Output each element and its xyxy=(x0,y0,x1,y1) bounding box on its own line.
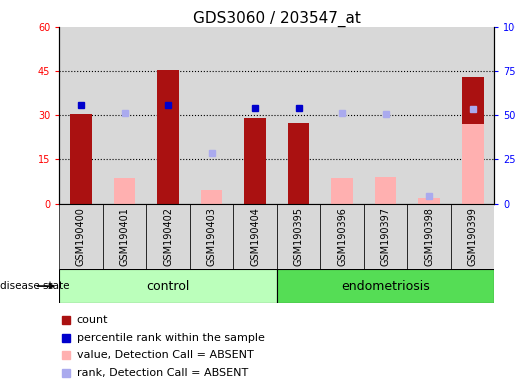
Title: GDS3060 / 203547_at: GDS3060 / 203547_at xyxy=(193,11,360,27)
Bar xyxy=(157,70,179,204)
Text: endometriosis: endometriosis xyxy=(341,280,430,293)
Bar xyxy=(331,179,353,204)
FancyBboxPatch shape xyxy=(59,269,277,303)
Text: rank, Detection Call = ABSENT: rank, Detection Call = ABSENT xyxy=(77,368,248,378)
Bar xyxy=(407,27,451,204)
FancyBboxPatch shape xyxy=(277,269,494,303)
FancyBboxPatch shape xyxy=(320,204,364,269)
Text: control: control xyxy=(146,280,190,293)
Bar xyxy=(364,27,407,204)
Text: GSM190397: GSM190397 xyxy=(381,207,390,266)
Bar xyxy=(451,27,494,204)
Bar xyxy=(288,122,310,204)
Text: GSM190400: GSM190400 xyxy=(76,207,86,266)
Text: percentile rank within the sample: percentile rank within the sample xyxy=(77,333,265,343)
Bar xyxy=(114,179,135,204)
Bar xyxy=(70,114,92,204)
Text: GSM190399: GSM190399 xyxy=(468,207,477,266)
Bar xyxy=(201,190,222,204)
FancyBboxPatch shape xyxy=(277,204,320,269)
Text: GSM190404: GSM190404 xyxy=(250,207,260,266)
Bar xyxy=(59,27,102,204)
Text: GSM190402: GSM190402 xyxy=(163,207,173,266)
FancyBboxPatch shape xyxy=(146,204,190,269)
FancyBboxPatch shape xyxy=(364,204,407,269)
Bar xyxy=(375,177,397,204)
Text: GSM190398: GSM190398 xyxy=(424,207,434,266)
FancyBboxPatch shape xyxy=(407,204,451,269)
Text: disease state: disease state xyxy=(0,281,70,291)
Text: GSM190395: GSM190395 xyxy=(294,207,303,266)
FancyBboxPatch shape xyxy=(103,204,146,269)
Text: count: count xyxy=(77,315,108,325)
FancyBboxPatch shape xyxy=(233,204,277,269)
FancyBboxPatch shape xyxy=(59,204,103,269)
Bar xyxy=(277,27,320,204)
Bar xyxy=(320,27,364,204)
Text: value, Detection Call = ABSENT: value, Detection Call = ABSENT xyxy=(77,350,253,360)
Bar xyxy=(233,27,277,204)
Bar xyxy=(190,27,233,204)
Text: GSM190396: GSM190396 xyxy=(337,207,347,266)
Bar xyxy=(102,27,146,204)
Bar xyxy=(146,27,190,204)
FancyBboxPatch shape xyxy=(451,204,494,269)
Text: GSM190401: GSM190401 xyxy=(119,207,129,266)
Text: GSM190403: GSM190403 xyxy=(207,207,216,266)
Bar xyxy=(462,124,484,204)
FancyBboxPatch shape xyxy=(190,204,233,269)
Bar xyxy=(462,77,484,204)
Bar xyxy=(244,118,266,204)
Bar xyxy=(418,198,440,204)
